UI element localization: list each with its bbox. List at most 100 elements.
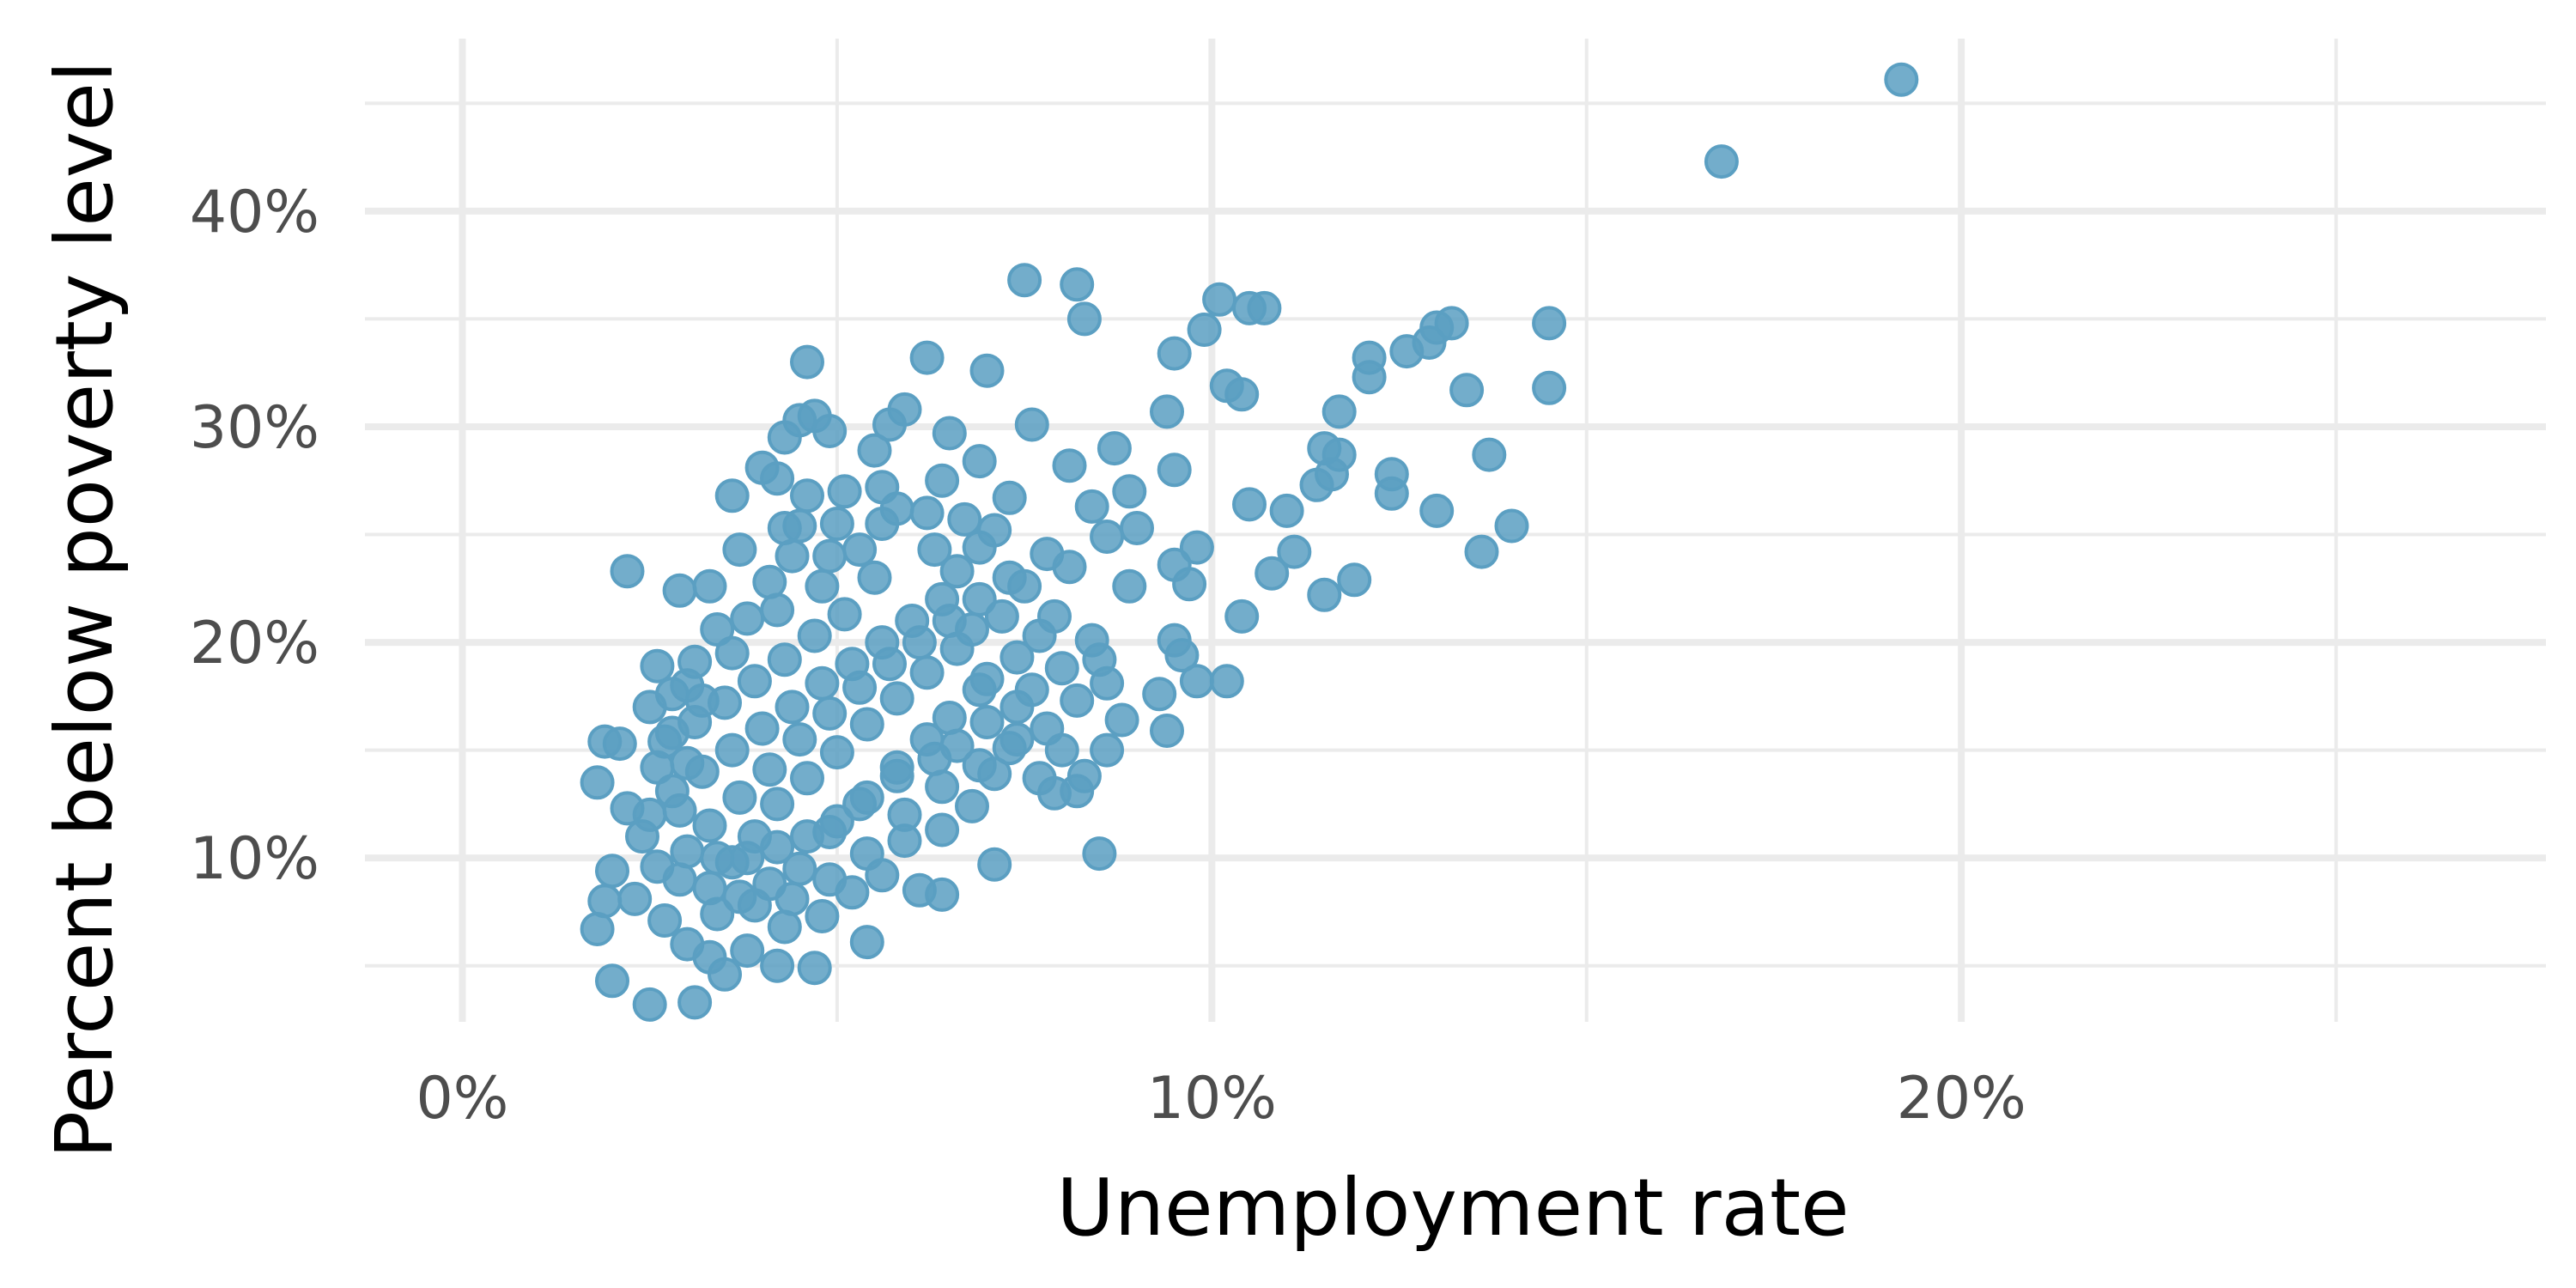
data-point xyxy=(812,414,848,448)
data-point xyxy=(1179,530,1214,565)
data-point xyxy=(1082,642,1117,677)
data-point xyxy=(662,573,697,608)
data-point xyxy=(865,507,900,541)
data-point xyxy=(1532,306,1567,341)
data-point xyxy=(670,668,705,703)
data-point xyxy=(819,804,854,839)
data-point xyxy=(737,664,772,699)
data-point xyxy=(962,748,997,783)
data-point xyxy=(1120,511,1154,545)
data-point xyxy=(925,877,960,912)
data-point xyxy=(865,470,900,505)
data-point xyxy=(939,728,975,763)
data-point xyxy=(1321,394,1357,429)
data-point xyxy=(984,598,1019,634)
data-point xyxy=(744,711,780,746)
data-point xyxy=(1074,489,1109,524)
data-point xyxy=(790,819,824,854)
data-point xyxy=(805,568,840,604)
data-point xyxy=(692,568,727,604)
x-axis-title: Unemployment rate xyxy=(1056,1162,1849,1254)
data-point xyxy=(714,635,750,671)
data-point xyxy=(902,625,937,660)
data-point xyxy=(909,722,945,757)
data-point xyxy=(647,903,683,938)
data-point xyxy=(879,750,914,785)
data-point xyxy=(1044,732,1079,768)
data-point xyxy=(1232,487,1267,522)
data-point xyxy=(917,532,952,568)
data-point xyxy=(595,963,629,999)
data-point xyxy=(632,690,667,725)
data-point xyxy=(714,478,750,513)
y-tick-label: 30% xyxy=(190,394,319,462)
data-point xyxy=(872,647,907,682)
data-point xyxy=(909,340,945,375)
data-point xyxy=(790,344,824,380)
data-point xyxy=(775,690,810,725)
data-point xyxy=(1704,144,1739,179)
data-point xyxy=(760,461,795,496)
data-point xyxy=(969,661,1005,696)
data-point xyxy=(1104,702,1139,738)
data-point xyxy=(662,793,697,828)
data-point xyxy=(1060,774,1095,809)
data-point xyxy=(775,881,810,916)
data-point xyxy=(752,564,787,599)
data-point xyxy=(632,797,667,832)
data-point xyxy=(819,507,854,541)
data-point xyxy=(760,592,795,628)
data-point xyxy=(842,670,878,705)
data-point xyxy=(909,655,945,690)
data-point xyxy=(782,722,817,757)
data-point xyxy=(692,871,727,906)
data-point xyxy=(730,841,765,876)
data-point xyxy=(790,478,824,513)
data-point xyxy=(752,752,787,787)
data-point xyxy=(760,787,795,822)
data-point xyxy=(1337,562,1372,598)
data-point xyxy=(1884,62,1919,97)
data-point xyxy=(1224,377,1260,412)
data-point xyxy=(1150,394,1184,429)
data-point xyxy=(767,511,802,545)
data-point xyxy=(580,765,615,800)
y-tick-label: 10% xyxy=(190,825,319,893)
data-point xyxy=(1150,714,1184,748)
data-point xyxy=(1247,290,1282,325)
tick-labels: 0% 10% 20% 10% 20% 30% 40% xyxy=(190,179,2026,1133)
data-point xyxy=(827,597,862,632)
data-point xyxy=(925,812,960,848)
data-point xyxy=(714,732,750,768)
data-point xyxy=(587,884,623,919)
data-point xyxy=(932,416,967,451)
data-point xyxy=(925,463,960,498)
data-point xyxy=(722,532,757,568)
data-point xyxy=(708,685,742,720)
data-point xyxy=(1022,761,1057,796)
data-point xyxy=(1209,664,1244,699)
data-point xyxy=(1179,664,1214,699)
data-point xyxy=(955,788,989,823)
data-point xyxy=(1090,519,1125,554)
data-point xyxy=(1014,407,1049,442)
data-point xyxy=(1082,836,1117,872)
data-point xyxy=(812,538,848,574)
data-point xyxy=(1007,263,1042,298)
data-point xyxy=(617,881,653,916)
data-point xyxy=(640,750,675,785)
data-point xyxy=(969,705,1005,739)
data-point xyxy=(1299,467,1334,502)
data-point xyxy=(1066,301,1102,337)
data-point xyxy=(1142,677,1177,712)
data-point xyxy=(1307,577,1342,612)
data-point xyxy=(1157,336,1192,371)
data-point xyxy=(1052,550,1087,585)
data-point xyxy=(939,631,975,666)
data-point xyxy=(767,909,802,945)
data-point xyxy=(879,681,914,716)
data-point xyxy=(1090,732,1125,768)
data-point xyxy=(1060,267,1095,302)
data-point xyxy=(730,933,765,969)
data-point xyxy=(775,538,810,574)
